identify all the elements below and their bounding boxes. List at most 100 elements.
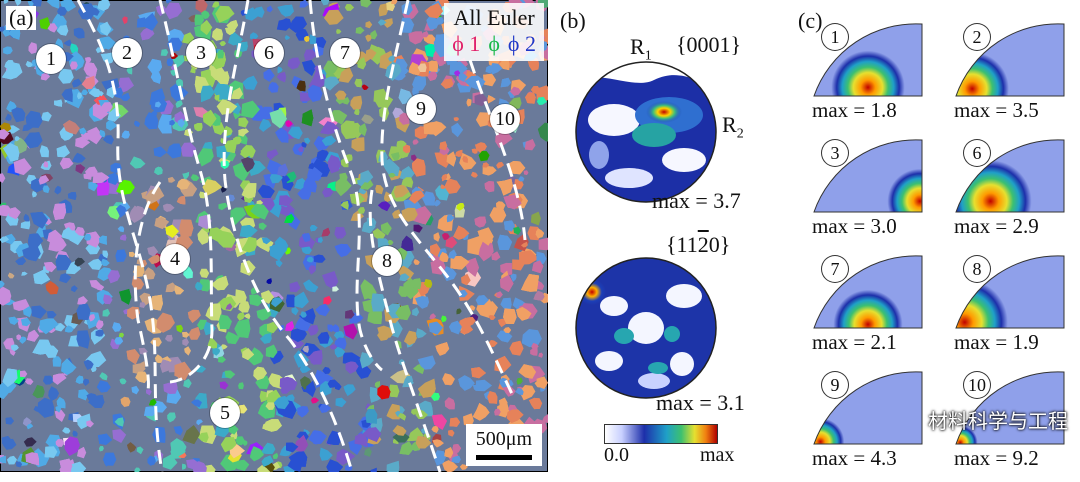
grain	[144, 406, 158, 417]
grain	[56, 145, 70, 158]
grain	[88, 88, 101, 97]
grain	[488, 340, 498, 348]
grain	[224, 370, 236, 379]
grain	[133, 205, 147, 218]
grain	[225, 331, 240, 345]
ipf-10: 10 max = 9.2	[950, 370, 1080, 482]
grain	[413, 259, 420, 265]
grain	[460, 323, 474, 335]
grain	[64, 436, 80, 456]
grain	[315, 370, 323, 378]
grain	[340, 200, 349, 210]
grain	[491, 251, 501, 261]
grain	[449, 61, 468, 76]
grain	[148, 398, 157, 406]
grain	[345, 309, 355, 319]
grain	[259, 333, 272, 344]
grain	[119, 332, 124, 338]
grain	[332, 286, 339, 292]
grain	[58, 6, 67, 16]
grain	[445, 236, 458, 249]
region-marker-10: 10	[490, 104, 520, 134]
grain	[140, 361, 146, 369]
grain	[190, 66, 196, 74]
grain	[276, 71, 287, 83]
grain	[114, 417, 124, 427]
grain	[351, 137, 365, 152]
grain	[521, 274, 539, 292]
grain	[478, 151, 490, 162]
grain	[360, 170, 374, 183]
grain	[506, 409, 524, 423]
grain	[9, 350, 16, 356]
grain	[301, 246, 312, 254]
panel-c-label: (c)	[798, 8, 823, 33]
grain	[448, 451, 459, 462]
grain	[329, 344, 337, 350]
grain	[288, 451, 308, 467]
grain	[129, 156, 146, 169]
grain	[47, 229, 63, 246]
grain	[83, 378, 90, 386]
grain	[156, 312, 175, 333]
grain	[450, 255, 470, 270]
grain	[265, 419, 282, 432]
grain	[279, 376, 298, 391]
grain	[158, 114, 172, 134]
grain	[404, 330, 417, 346]
grain	[238, 382, 244, 390]
grain	[530, 86, 541, 94]
region-marker-1: 1	[36, 44, 66, 74]
grain	[378, 201, 391, 212]
grain	[74, 257, 85, 267]
grain	[120, 396, 131, 407]
ebsd-map-image	[0, 0, 548, 472]
grain	[25, 61, 33, 68]
ipf-2: 2 max = 3.5	[950, 22, 1080, 134]
grain	[2, 368, 18, 387]
grain	[20, 317, 31, 327]
grain	[496, 291, 503, 298]
grain	[516, 377, 523, 385]
grain	[59, 273, 72, 284]
grain	[12, 299, 30, 311]
grain	[333, 337, 347, 350]
grain	[25, 110, 43, 128]
grain	[46, 0, 60, 9]
grain	[238, 117, 249, 128]
grain	[404, 375, 413, 385]
grain	[304, 36, 310, 42]
grain	[74, 226, 85, 236]
grain	[190, 174, 200, 181]
grain	[83, 61, 98, 78]
grain	[500, 274, 514, 292]
grain	[102, 308, 111, 317]
grain	[285, 466, 292, 472]
grain	[429, 313, 436, 320]
scale-bar: 500μm	[465, 424, 542, 466]
grain	[472, 403, 490, 421]
grain	[538, 237, 548, 251]
grain	[249, 32, 259, 40]
grain	[530, 211, 541, 226]
grain	[470, 171, 478, 178]
grain	[47, 311, 57, 319]
grain	[411, 408, 417, 415]
grain	[63, 120, 80, 135]
grain	[191, 399, 202, 408]
grain	[326, 459, 343, 472]
grain	[72, 430, 78, 437]
ipf-7: 7 max = 2.1	[808, 254, 944, 366]
grain	[31, 0, 42, 7]
grain	[458, 73, 468, 82]
grain	[490, 63, 503, 75]
grain	[370, 46, 387, 65]
pole-figure-0001	[575, 61, 717, 203]
grain	[331, 324, 340, 333]
grain	[249, 294, 265, 307]
grain	[163, 381, 178, 394]
grain	[261, 237, 271, 245]
grain	[76, 303, 91, 320]
grain	[250, 203, 269, 220]
grain	[388, 173, 396, 178]
